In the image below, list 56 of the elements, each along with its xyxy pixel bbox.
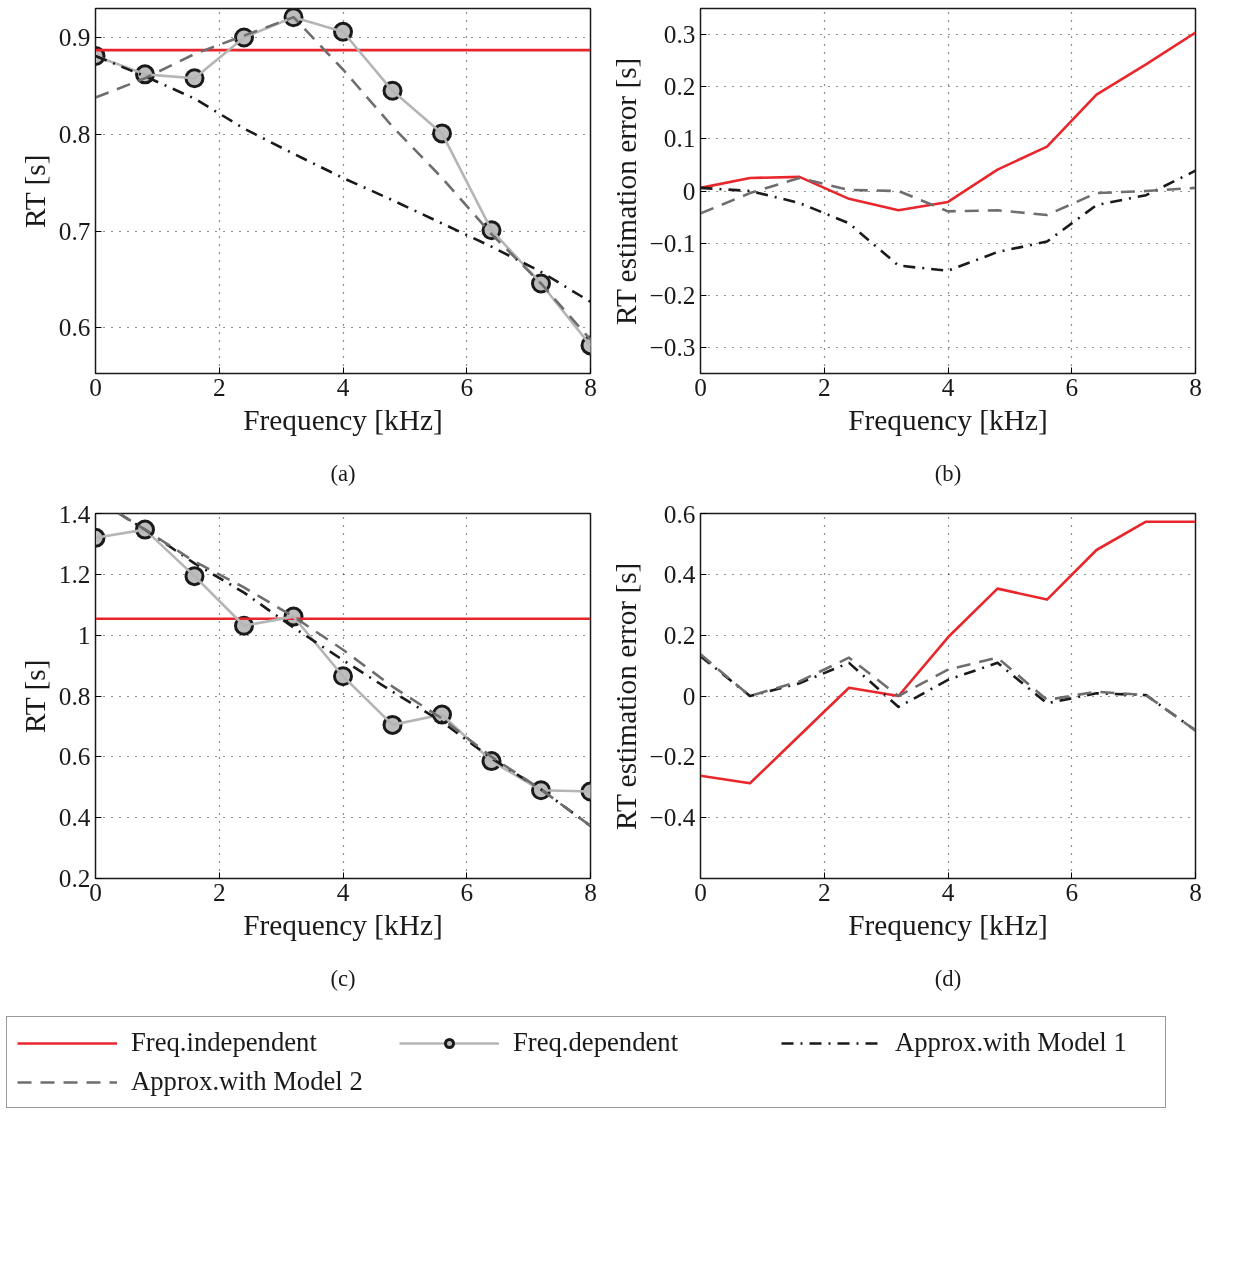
x-tick-label: 2 [817,372,831,401]
y-tick-label: −0.4 [649,803,696,832]
y-tick-label: 0 [682,681,696,710]
x-axis-title: Frequency [kHz] [848,908,1048,941]
x-tick-label: 6 [460,372,474,401]
y-tick-label: 0.6 [58,313,91,342]
y-axis-title: RT [s] [18,659,51,733]
x-tick-label: 6 [1065,372,1079,401]
y-tick-label: 0.2 [58,864,91,892]
text: (c) [330,965,356,991]
legend-label: Freq.dependent [513,1027,680,1058]
y-axis-title: RT estimation error [s] [609,562,642,830]
y-tick-label: 0 [682,176,696,205]
x-tick-label: 2 [817,877,831,906]
y-tick-label: −0.3 [649,332,696,361]
x-tick-label: 2 [212,372,226,401]
y-tick-label: 0.9 [58,23,91,52]
y-tick-label: 1.2 [58,559,91,588]
y-tick-label: 0.8 [58,119,91,148]
y-tick-label: 0.4 [58,803,91,832]
y-tick-label: 0.1 [663,124,696,153]
y-tick-label: 1 [77,620,91,649]
y-tick-label: 0.6 [663,499,696,528]
x-tick-label: 4 [336,877,350,906]
x-axis-title: Frequency [kHz] [848,403,1048,436]
legend-label: Freq.independent [131,1027,318,1058]
x-tick-label: 4 [941,877,955,906]
x-tick-label: 4 [941,372,955,401]
y-tick-label: 1.4 [58,499,91,528]
y-axis-title: RT [s] [18,154,51,228]
y-tick-label: 0.4 [663,559,696,588]
legend-label: Approx.with Model 1 [895,1027,1128,1058]
x-tick-label: 8 [584,877,597,906]
legend-label: Approx.with Model 2 [131,1066,364,1097]
y-tick-label: 0.6 [58,742,91,771]
y-tick-label: 0.2 [663,72,696,101]
text: (d) [934,965,962,991]
y-tick-label: −0.2 [649,742,696,771]
text: (a) [330,460,356,486]
y-tick-label: −0.2 [649,280,696,309]
y-tick-label: −0.1 [649,228,696,257]
y-axis-title: RT estimation error [s] [609,57,642,325]
y-tick-label: 0.3 [663,20,696,49]
x-axis-title: Frequency [kHz] [243,908,443,941]
x-tick-label: 2 [212,877,226,906]
x-tick-label: 8 [1189,877,1202,906]
y-tick-label: 0.7 [58,216,91,245]
x-tick-label: 8 [584,372,597,401]
x-tick-label: 8 [1189,372,1202,401]
x-tick-label: 4 [336,372,350,401]
y-tick-label: 0.8 [58,681,91,710]
x-tick-label: 6 [1065,877,1079,906]
y-tick-label: 0.2 [663,620,696,649]
x-axis-title: Frequency [kHz] [243,403,443,436]
text: (b) [934,460,962,486]
x-tick-label: 6 [460,877,474,906]
